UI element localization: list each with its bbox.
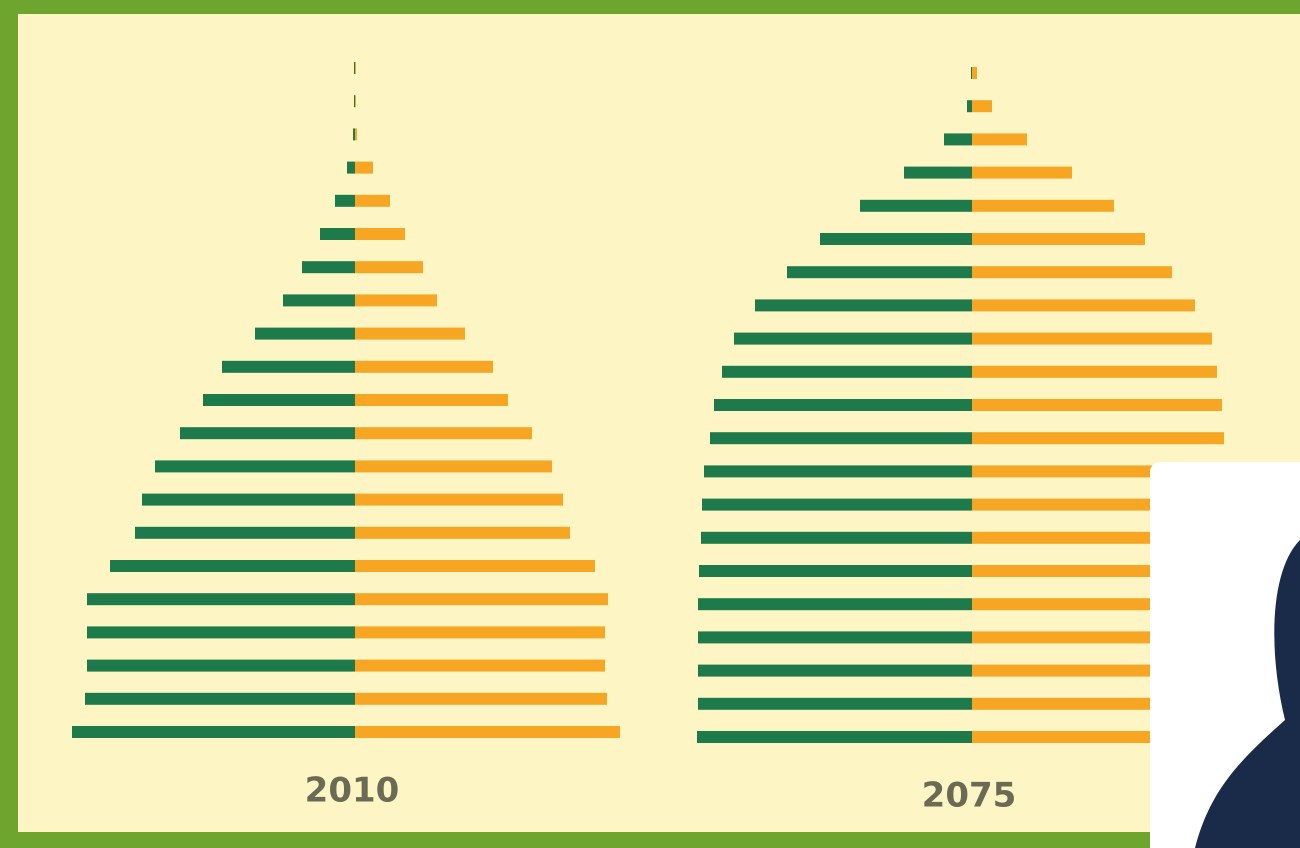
bar-right <box>972 133 1027 146</box>
bar-left <box>85 692 355 705</box>
bar-right <box>355 460 552 473</box>
bar-right <box>355 327 465 340</box>
bar-left <box>820 233 972 245</box>
bar-right <box>972 233 1145 245</box>
bar-left <box>354 62 355 74</box>
bar-left <box>135 526 355 539</box>
bar-right <box>972 432 1224 445</box>
bar-right <box>355 194 390 207</box>
bar-left <box>710 432 972 445</box>
bar-right <box>355 161 373 174</box>
bar-right <box>972 399 1222 411</box>
bar-left <box>335 194 355 207</box>
bar-right <box>355 560 595 572</box>
bar-left <box>354 95 355 108</box>
bar-left <box>87 626 355 639</box>
bar-left <box>698 697 972 710</box>
bar-left <box>860 199 972 212</box>
bar-left <box>698 631 972 644</box>
bar-left <box>353 128 355 141</box>
bar-left <box>180 427 355 440</box>
photo <box>1150 462 1300 848</box>
bar-left <box>155 460 355 473</box>
bar-left <box>944 133 972 146</box>
bar-left <box>87 593 355 606</box>
bar-right <box>355 294 437 307</box>
bar-left <box>722 365 972 378</box>
bar-right <box>972 67 977 79</box>
bar-left <box>967 100 972 113</box>
bar-left <box>702 498 972 511</box>
bar-left <box>72 726 355 738</box>
bar-right <box>972 299 1195 312</box>
bar-left <box>787 266 972 279</box>
bar-left <box>755 299 972 312</box>
bar-left <box>704 465 972 478</box>
bar-left <box>302 261 355 274</box>
bar-left <box>698 664 972 677</box>
bar-right <box>355 593 608 606</box>
bar-left <box>283 294 355 307</box>
bar-left <box>347 161 355 174</box>
bar-left <box>203 394 355 406</box>
bar-left <box>87 659 355 672</box>
bar-right <box>355 526 570 539</box>
bar-right <box>355 427 532 440</box>
bar-left <box>701 531 972 544</box>
bar-right <box>355 128 357 141</box>
bar-right <box>355 692 607 705</box>
bar-left <box>110 560 355 572</box>
bar-right <box>355 626 605 639</box>
bar-right <box>972 199 1114 212</box>
bar-right <box>972 365 1217 378</box>
bar-right <box>355 394 508 406</box>
bar-left <box>698 598 972 611</box>
bar-left <box>734 332 972 345</box>
bar-right <box>972 332 1212 345</box>
bar-right <box>355 493 563 506</box>
chart-title: 2010 <box>305 771 400 811</box>
photo-figure <box>1195 540 1300 848</box>
bar-left <box>222 360 355 373</box>
bar-left <box>320 228 355 240</box>
bar-right <box>355 659 605 672</box>
bar-left <box>255 327 355 340</box>
bar-right <box>355 726 620 738</box>
bar-right <box>355 228 405 240</box>
bar-right <box>972 266 1172 279</box>
bar-right <box>355 95 356 108</box>
bar-left <box>142 493 355 506</box>
bar-left <box>697 731 972 743</box>
bar-left <box>971 67 972 79</box>
bar-right <box>355 261 423 274</box>
bar-left <box>714 399 972 411</box>
chart-title: 2075 <box>922 776 1017 816</box>
bar-right <box>972 166 1072 179</box>
bar-left <box>699 565 972 577</box>
bar-right <box>972 100 992 113</box>
bar-right <box>355 360 493 373</box>
bar-right <box>355 62 356 74</box>
bar-left <box>904 166 972 179</box>
